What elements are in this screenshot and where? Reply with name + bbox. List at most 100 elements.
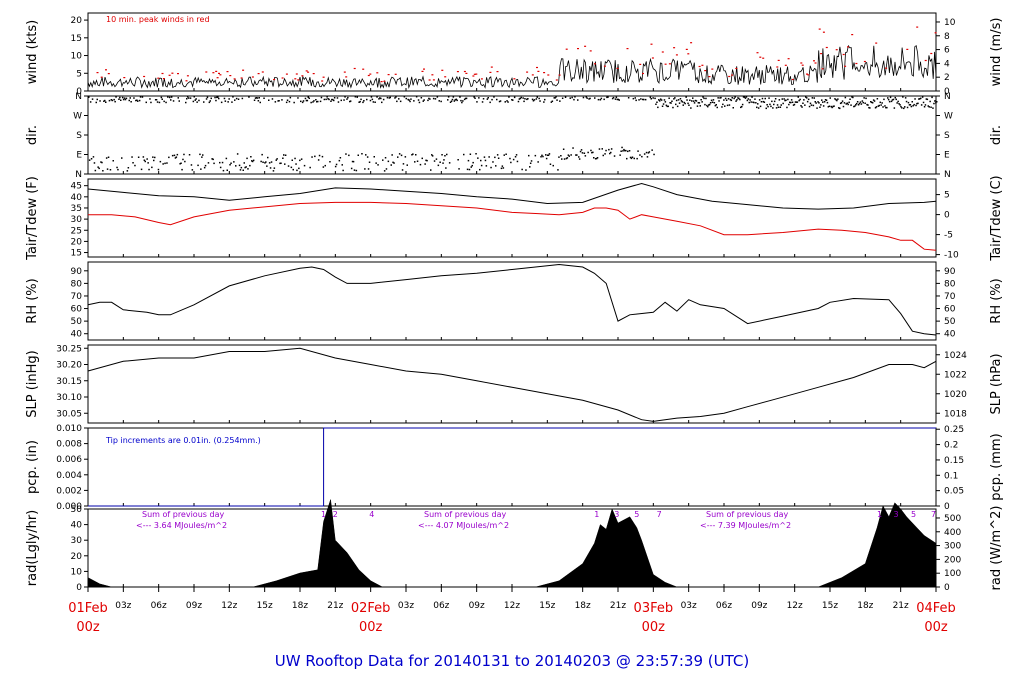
direction-point — [679, 98, 682, 100]
direction-point — [844, 96, 847, 99]
rad-hour-marker: 1 — [594, 510, 599, 519]
direction-point — [613, 155, 616, 157]
direction-point — [604, 153, 606, 155]
direction-point — [205, 98, 208, 100]
direction-point — [806, 100, 809, 103]
direction-point — [408, 99, 410, 101]
direction-point — [309, 166, 311, 169]
direction-point — [687, 102, 689, 105]
direction-point — [822, 101, 824, 103]
direction-point — [810, 104, 813, 106]
left-tick-label-rh: 60 — [71, 305, 83, 315]
direction-point — [269, 167, 272, 169]
direction-point — [496, 98, 498, 101]
direction-point — [618, 99, 620, 101]
direction-point — [538, 97, 540, 100]
left-tick-label-slp: 30.10 — [56, 393, 82, 403]
left-axis-title-slp: SLP (inHg) — [25, 350, 40, 418]
direction-point — [847, 103, 849, 106]
peak-wind-mark — [565, 48, 568, 50]
direction-point — [650, 98, 652, 100]
direction-point — [354, 96, 357, 98]
series-wind — [87, 44, 937, 90]
left-tick-label-dir: N — [75, 92, 82, 102]
direction-point — [470, 166, 472, 168]
direction-point — [267, 156, 269, 159]
peak-wind-mark — [251, 76, 254, 78]
direction-point — [700, 99, 702, 101]
peak-wind-mark — [822, 31, 825, 33]
direction-point — [812, 104, 815, 107]
direction-point — [493, 96, 495, 98]
direction-point — [443, 159, 445, 161]
direction-point — [148, 168, 150, 171]
peak-wind-mark — [423, 68, 425, 70]
peak-wind-mark — [353, 67, 356, 70]
direction-point — [617, 98, 619, 101]
direction-point — [248, 96, 250, 98]
direction-point — [288, 100, 291, 103]
peak-wind-mark — [465, 72, 468, 74]
direction-point — [294, 157, 296, 160]
direction-point — [234, 99, 236, 101]
direction-point — [877, 105, 880, 107]
direction-point — [824, 99, 827, 101]
direction-point — [283, 154, 285, 156]
direction-point — [313, 100, 315, 102]
direction-point — [852, 96, 854, 99]
direction-point — [578, 156, 580, 158]
peak-wind-mark — [428, 79, 431, 81]
direction-point — [230, 162, 232, 164]
direction-point — [295, 163, 297, 165]
rad-hour-marker: 7 — [931, 510, 936, 519]
panel-frame-temp — [87, 178, 937, 258]
direction-point — [229, 164, 231, 166]
direction-point — [297, 97, 299, 99]
direction-point — [920, 104, 923, 106]
direction-point — [274, 101, 277, 103]
direction-point — [659, 98, 662, 100]
direction-point — [862, 101, 864, 104]
direction-point — [562, 148, 565, 150]
direction-point — [815, 102, 817, 104]
direction-point — [499, 100, 502, 102]
direction-point — [781, 98, 783, 100]
direction-point — [825, 99, 828, 101]
direction-point — [794, 101, 797, 103]
peak-wind-mark — [547, 74, 550, 76]
direction-point — [766, 104, 768, 106]
direction-point — [722, 103, 724, 106]
left-tick-label-rad: 30 — [71, 536, 83, 546]
direction-point — [835, 98, 837, 101]
rad-hour-marker: 5 — [911, 510, 916, 519]
direction-point — [449, 101, 452, 103]
direction-point — [246, 157, 248, 160]
direction-point — [132, 162, 134, 164]
direction-point — [478, 97, 480, 99]
direction-point — [342, 169, 344, 172]
right-tick-label-wind: 6 — [944, 46, 950, 56]
direction-point — [355, 169, 358, 172]
direction-point — [472, 161, 474, 164]
direction-point — [504, 101, 506, 103]
peak-wind-mark — [285, 73, 288, 75]
direction-point — [594, 158, 597, 160]
direction-point — [757, 107, 760, 109]
direction-point — [444, 155, 446, 157]
direction-point — [317, 159, 320, 161]
direction-point — [544, 98, 546, 101]
direction-point — [789, 101, 791, 104]
direction-point — [346, 98, 348, 100]
direction-point — [415, 154, 417, 156]
direction-point — [102, 170, 104, 172]
direction-point — [575, 154, 577, 156]
direction-point — [393, 162, 395, 164]
direction-point — [857, 104, 860, 106]
direction-point — [166, 162, 168, 164]
direction-point — [927, 105, 929, 107]
direction-point — [479, 168, 481, 171]
peak-wind-mark — [537, 70, 540, 72]
direction-point — [863, 97, 865, 99]
direction-point — [881, 102, 883, 104]
